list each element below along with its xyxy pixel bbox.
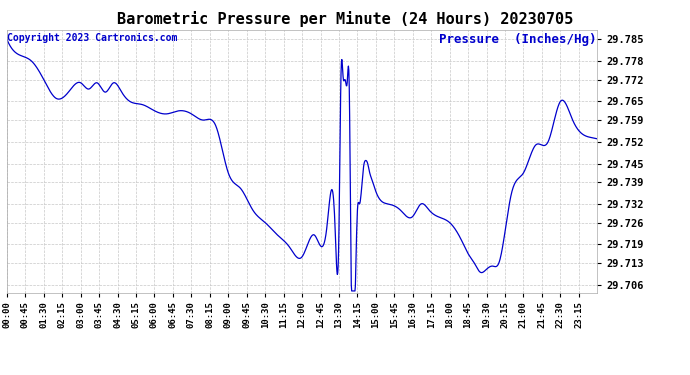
Text: Copyright 2023 Cartronics.com: Copyright 2023 Cartronics.com [8, 33, 178, 43]
Text: Barometric Pressure per Minute (24 Hours) 20230705: Barometric Pressure per Minute (24 Hours… [117, 11, 573, 27]
Text: Pressure  (Inches/Hg): Pressure (Inches/Hg) [439, 33, 596, 46]
